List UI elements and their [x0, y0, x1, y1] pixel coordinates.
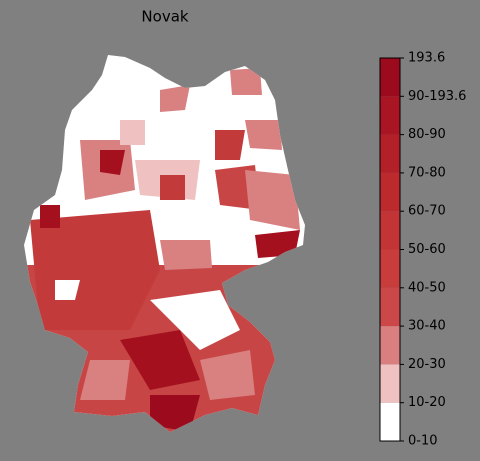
colorbar-band [380, 134, 400, 173]
region [150, 395, 200, 432]
colorbar-band [380, 364, 400, 403]
colorbar-band [380, 211, 400, 250]
colorbar-band [380, 402, 400, 441]
colorbar-band [380, 58, 400, 97]
region [100, 150, 125, 175]
colorbar: 0-10 10-20 20-30 30-40 40-50 50-60 60-70 70-80 8… [379, 51, 466, 449]
region [245, 120, 282, 150]
region [245, 170, 300, 230]
region [160, 175, 185, 200]
colorbar-label: 20-30 [408, 357, 446, 372]
region [40, 205, 60, 228]
colorbar-label: 90-193.6 [408, 89, 466, 104]
colorbar-band [380, 172, 400, 212]
colorbar-label: 70-80 [408, 165, 446, 180]
map-title: Novak [141, 8, 188, 26]
colorbar-band [380, 249, 400, 288]
region [80, 360, 130, 400]
region [215, 130, 245, 160]
colorbar-band [380, 96, 400, 135]
colorbar-label: 0-10 [408, 434, 438, 449]
germany-map [24, 55, 305, 432]
colorbar-label: 50-60 [408, 242, 446, 257]
region [230, 68, 262, 95]
colorbar-band [380, 287, 400, 327]
colorbar-label: 60-70 [408, 204, 446, 219]
region [120, 120, 145, 145]
region [55, 280, 80, 300]
region [120, 330, 200, 390]
region [150, 290, 240, 350]
colorbar-label: 193.6 [408, 51, 445, 66]
colorbar-label: 10-20 [408, 395, 446, 410]
region [160, 85, 190, 112]
region [200, 350, 255, 400]
colorbar-label: 30-40 [408, 319, 446, 334]
colorbar-band [380, 326, 400, 365]
region [160, 240, 212, 270]
colorbar-label: 80-90 [408, 127, 446, 142]
colorbar-label: 40-50 [408, 280, 446, 295]
